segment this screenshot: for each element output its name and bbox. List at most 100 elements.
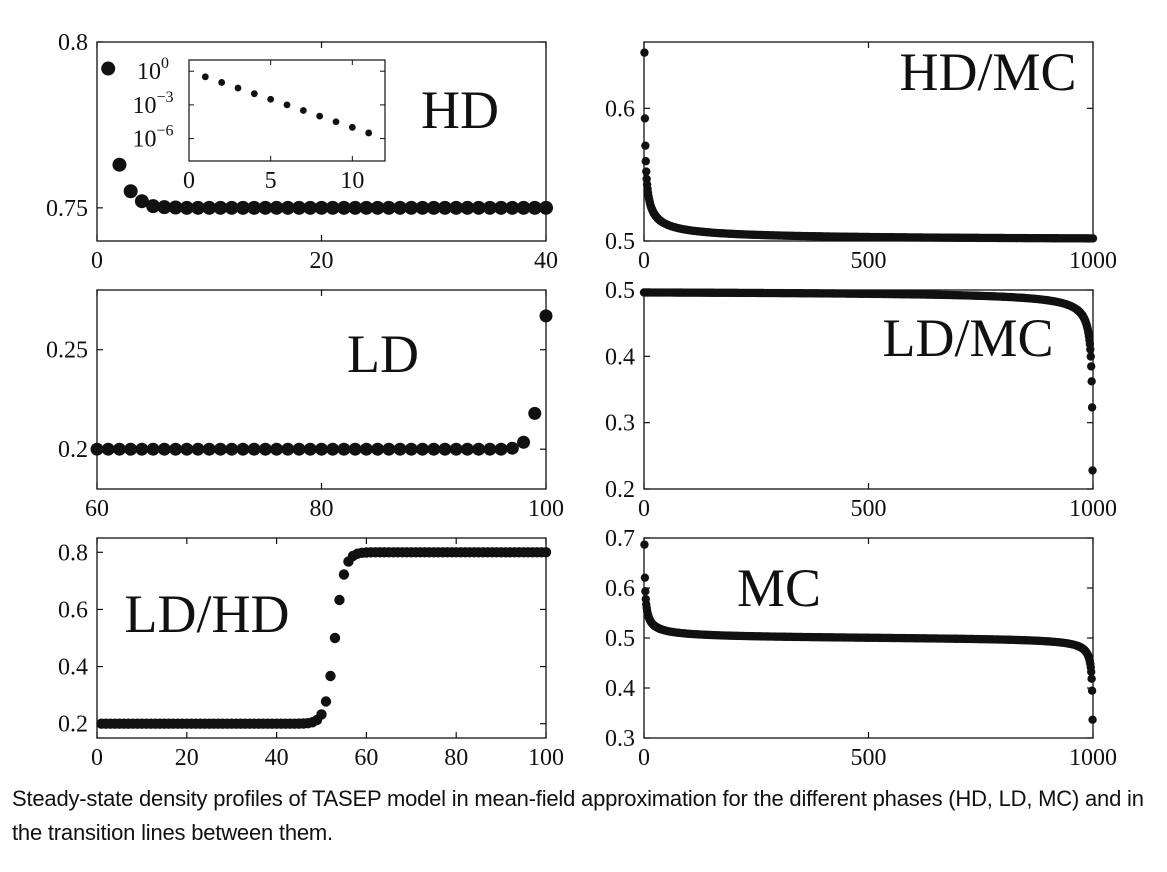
x-tick-label: 0 bbox=[638, 248, 650, 274]
phase-label: HD bbox=[421, 80, 499, 140]
data-point bbox=[505, 200, 520, 215]
inset-x-tick-label: 0 bbox=[183, 168, 195, 194]
x-tick-label: 60 bbox=[85, 496, 109, 522]
data-point bbox=[316, 709, 327, 720]
data-point bbox=[460, 200, 475, 215]
y-tick-label: 0.75 bbox=[46, 196, 88, 222]
data-point bbox=[320, 696, 332, 707]
x-tick-label: 1000 bbox=[1069, 248, 1117, 274]
data-point bbox=[101, 442, 115, 456]
data-point bbox=[134, 194, 149, 209]
phase-label: LD bbox=[347, 324, 419, 384]
y-tick-label: 0.7 bbox=[605, 526, 635, 552]
x-tick-label: 0 bbox=[91, 745, 103, 771]
data-point bbox=[416, 442, 430, 456]
inset-data-point bbox=[332, 118, 340, 126]
phase-label: LD/HD bbox=[125, 584, 290, 644]
data-point bbox=[460, 442, 474, 456]
x-tick-label: 40 bbox=[265, 745, 289, 771]
data-point bbox=[258, 200, 273, 215]
data-point bbox=[426, 200, 441, 215]
y-tick-label: 0.6 bbox=[605, 576, 635, 602]
data-point bbox=[280, 200, 295, 215]
data-point bbox=[281, 442, 295, 456]
data-point bbox=[202, 442, 216, 456]
data-point bbox=[1086, 345, 1095, 354]
data-point bbox=[247, 200, 262, 215]
y-tick-label: 0.3 bbox=[605, 411, 635, 437]
phase-label: MC bbox=[737, 558, 821, 618]
data-point bbox=[292, 442, 306, 456]
data-point bbox=[641, 141, 650, 150]
data-point bbox=[124, 442, 138, 456]
data-point bbox=[1087, 403, 1097, 412]
data-point bbox=[1087, 377, 1096, 386]
data-point bbox=[641, 587, 650, 596]
x-tick-label: 20 bbox=[310, 248, 334, 274]
data-point bbox=[157, 200, 172, 215]
y-tick-label: 0.5 bbox=[605, 229, 635, 255]
y-tick-label: 0.4 bbox=[605, 676, 635, 702]
data-point bbox=[494, 442, 508, 456]
x-tick-label: 80 bbox=[444, 745, 468, 771]
x-tick-label: 40 bbox=[534, 248, 558, 274]
data-point bbox=[1088, 715, 1097, 724]
inset-x-tick-label: 10 bbox=[340, 168, 364, 194]
data-point bbox=[505, 441, 519, 455]
data-point bbox=[640, 540, 649, 549]
data-point bbox=[640, 48, 649, 57]
panel-mc: 0 500 1000 0.3 0.4 0.5 0.6 0.7 MC bbox=[605, 526, 1117, 771]
data-point bbox=[393, 442, 407, 456]
figure-caption: Steady-state density profiles of TASEP m… bbox=[12, 786, 1144, 845]
phase-label: LD/MC bbox=[882, 308, 1053, 368]
data-point bbox=[325, 200, 340, 215]
inset-data-point bbox=[234, 84, 242, 92]
data-point bbox=[169, 442, 183, 456]
data-point bbox=[517, 435, 531, 449]
inset-x-tick-label: 5 bbox=[265, 168, 277, 194]
data-point bbox=[315, 442, 328, 456]
data-point bbox=[326, 442, 340, 456]
data-point bbox=[449, 200, 464, 215]
data-point bbox=[146, 199, 161, 214]
data-point bbox=[472, 442, 486, 456]
data-point bbox=[213, 200, 228, 215]
data-point bbox=[135, 442, 149, 456]
x-tick-label: 500 bbox=[851, 496, 887, 522]
data-point bbox=[123, 184, 138, 199]
x-tick-label: 1000 bbox=[1069, 496, 1117, 522]
data-point bbox=[427, 442, 441, 456]
data-point bbox=[179, 200, 194, 215]
data-point bbox=[1087, 667, 1096, 677]
data-point bbox=[235, 200, 250, 215]
data-point bbox=[348, 442, 362, 456]
data-point bbox=[437, 200, 452, 215]
data-point bbox=[359, 442, 373, 456]
panel-hdmc: 0 500 1000 0.5 0.6 HD/MC bbox=[605, 41, 1117, 274]
y-tick-label: 0.6 bbox=[605, 96, 635, 122]
x-tick-label: 80 bbox=[310, 496, 334, 522]
y-tick-label: 0.8 bbox=[58, 540, 88, 566]
data-point bbox=[168, 200, 183, 215]
x-tick-label: 100 bbox=[528, 496, 564, 522]
y-tick-label: 0.8 bbox=[58, 30, 88, 56]
data-point bbox=[1087, 362, 1096, 371]
data-point bbox=[247, 442, 261, 456]
data-point bbox=[213, 442, 227, 456]
y-tick-label: 0.2 bbox=[58, 437, 88, 463]
inset-data-point bbox=[365, 129, 373, 137]
data-point bbox=[325, 670, 336, 682]
data-point bbox=[540, 547, 552, 558]
data-point bbox=[338, 569, 350, 580]
inset-data-point bbox=[250, 90, 258, 98]
y-tick-label: 0.25 bbox=[46, 338, 88, 364]
phase-label: HD/MC bbox=[899, 42, 1076, 102]
panel-hd: 0 20 40 0.75 0.8 HD 0 5 10 100 10−3 10−6 bbox=[46, 30, 558, 274]
data-point bbox=[180, 442, 194, 456]
data-point bbox=[471, 200, 486, 215]
data-point bbox=[359, 200, 374, 215]
inset-log-plot: 0 5 10 100 10−3 10−6 bbox=[132, 55, 386, 194]
inset-data-point bbox=[348, 123, 356, 131]
data-point bbox=[393, 200, 408, 215]
